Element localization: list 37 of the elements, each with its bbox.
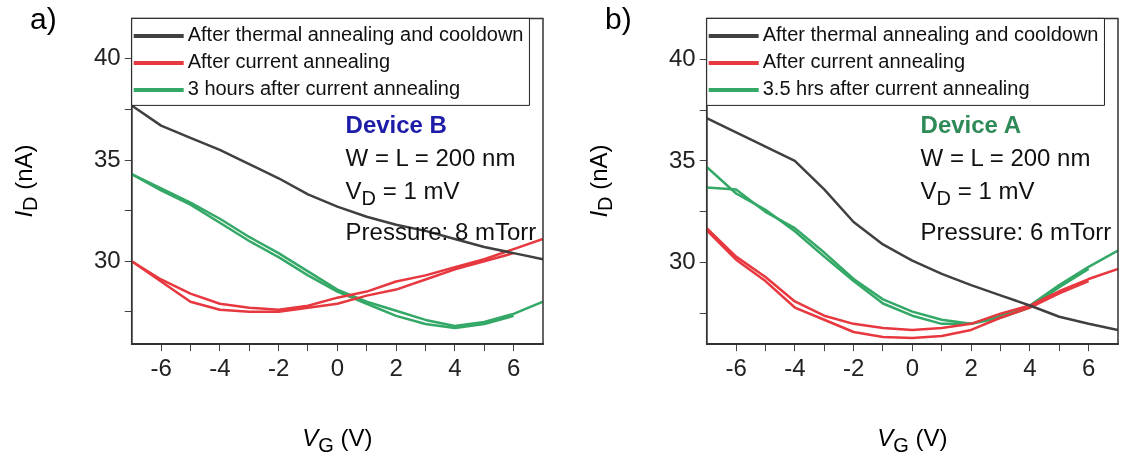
x-tick-label: 2 bbox=[389, 354, 403, 382]
annotation: Pressure: 6 mTorr bbox=[920, 217, 1112, 248]
x-tick-label: -4 bbox=[209, 354, 231, 382]
x-axis-title: V$_{G}$ (V) bbox=[302, 424, 373, 457]
annotation: W = L = 200 nm bbox=[920, 143, 1092, 174]
x-tick-label: 6 bbox=[506, 354, 521, 382]
annotation: V$_{D}$ = 1 mV bbox=[920, 176, 1036, 212]
y-tick-label: 40 bbox=[93, 43, 121, 71]
x-tick-label: -4 bbox=[784, 354, 806, 382]
x-tick-label: 4 bbox=[448, 354, 462, 382]
legend-label: After thermal annealing and cooldown bbox=[762, 23, 1099, 46]
y-tick-label: 30 bbox=[93, 245, 121, 273]
y-tick-label: 35 bbox=[668, 145, 696, 173]
x-tick-label: -6 bbox=[725, 354, 747, 382]
legend-label: After current annealing bbox=[762, 50, 966, 73]
legend-label: After current annealing bbox=[187, 50, 391, 73]
y-tick-label: 30 bbox=[668, 247, 696, 275]
x-tick-label: 0 bbox=[905, 354, 920, 382]
annotation: Device A bbox=[920, 110, 1023, 141]
x-tick-label: -2 bbox=[842, 354, 865, 382]
annotation: V$_{D}$ = 1 mV bbox=[345, 176, 461, 212]
x-tick-label: -6 bbox=[150, 354, 172, 382]
legend-label: After thermal annealing and cooldown bbox=[187, 23, 524, 46]
x-tick-label: 6 bbox=[1081, 354, 1096, 382]
legend-label: 3.5 hrs after current annealing bbox=[762, 77, 1030, 100]
y-tick-label: 40 bbox=[668, 43, 696, 71]
annotation: Device B bbox=[345, 110, 448, 141]
chart-title: b) bbox=[605, 2, 632, 36]
x-axis-title: V$_{G}$ (V) bbox=[877, 424, 948, 457]
chart-title: a) bbox=[30, 2, 57, 36]
y-tick-label: 35 bbox=[93, 144, 121, 172]
x-tick-label: 4 bbox=[1023, 354, 1037, 382]
legend-label: 3 hours after current annealing bbox=[187, 77, 461, 100]
annotation: W = L = 200 nm bbox=[345, 143, 517, 174]
x-tick-label: 0 bbox=[330, 354, 345, 382]
x-tick-label: 2 bbox=[964, 354, 978, 382]
x-tick-label: -2 bbox=[267, 354, 290, 382]
